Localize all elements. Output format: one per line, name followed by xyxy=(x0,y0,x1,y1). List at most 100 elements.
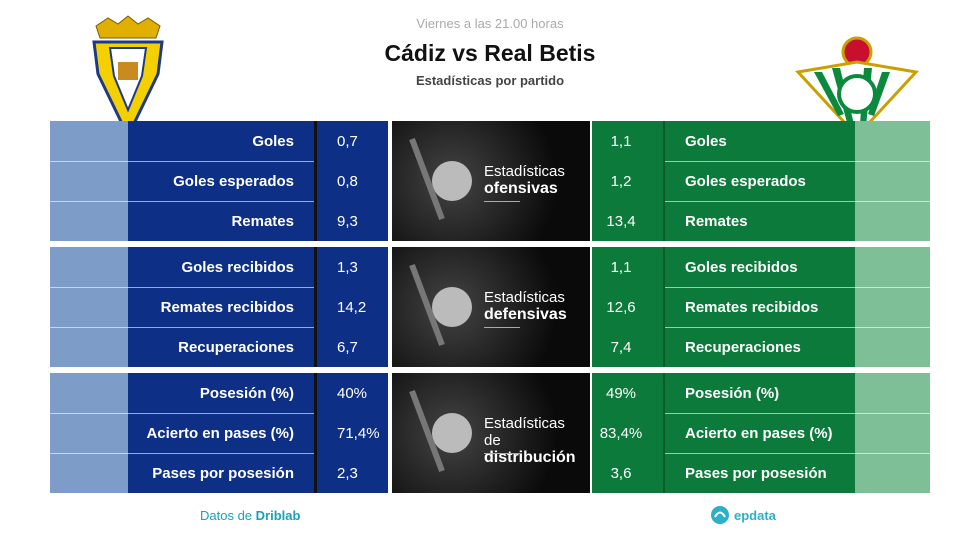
away-label-panel xyxy=(665,247,855,367)
home-value: 9,3 xyxy=(337,212,358,230)
section-icon-art xyxy=(409,389,472,473)
source-name: Driblab xyxy=(255,508,301,523)
away-value: 13,4 xyxy=(606,212,636,230)
section-rule xyxy=(484,453,520,454)
section-title: Estadísticas ofensivas xyxy=(484,163,584,197)
home-divider xyxy=(314,373,317,493)
home-value-panel xyxy=(317,373,388,493)
section-line2: defensivas xyxy=(484,306,567,323)
section-rule xyxy=(484,201,520,202)
home-label: Goles xyxy=(252,132,294,150)
away-value: 1,1 xyxy=(610,132,632,150)
source-prefix: Datos de xyxy=(200,508,253,523)
away-value: 49% xyxy=(605,384,637,402)
home-label-panel xyxy=(128,373,316,493)
row-rule xyxy=(50,327,128,328)
home-divider xyxy=(314,121,317,241)
home-value: 14,2 xyxy=(337,298,367,316)
home-value: 6,7 xyxy=(337,338,358,356)
away-value-panel xyxy=(592,247,663,367)
away-value: 83,4% xyxy=(599,424,643,442)
row-rule xyxy=(50,413,128,414)
home-label: Remates recibidos xyxy=(160,298,294,316)
away-label: Posesión (%) xyxy=(685,384,780,402)
brand-name: epdata xyxy=(734,507,776,523)
row-rule xyxy=(665,201,930,202)
away-label: Remates xyxy=(685,212,748,230)
away-label-panel xyxy=(665,373,855,493)
home-value: 2,3 xyxy=(337,464,358,482)
section-rule xyxy=(484,327,520,328)
away-strip xyxy=(855,121,930,241)
away-value-panel xyxy=(592,121,663,241)
away-crest xyxy=(795,36,919,138)
home-crest xyxy=(92,15,164,140)
section-line1: Estadísticas xyxy=(484,163,565,180)
row-rule xyxy=(50,161,128,162)
section-line2: ofensivas xyxy=(484,180,558,197)
away-value: 3,6 xyxy=(610,464,632,482)
away-label: Remates recibidos xyxy=(685,298,819,316)
row-rule xyxy=(50,201,128,202)
away-divider xyxy=(663,247,665,367)
away-label: Goles esperados xyxy=(685,172,806,190)
row-rule xyxy=(128,161,314,162)
section-title: Estadísticas defensivas xyxy=(484,289,584,323)
away-value-panel xyxy=(592,373,663,493)
row-rule xyxy=(128,453,314,454)
section-line2: distribución xyxy=(484,449,576,466)
row-rule xyxy=(50,453,128,454)
home-value: 40% xyxy=(337,384,368,402)
brand: epdata xyxy=(710,505,776,525)
home-value-panel xyxy=(317,247,388,367)
home-strip xyxy=(50,247,128,367)
row-rule xyxy=(665,287,930,288)
away-divider xyxy=(663,373,665,493)
home-label-panel xyxy=(128,121,316,241)
section-line1: Estadísticas xyxy=(484,289,565,306)
away-value: 1,2 xyxy=(610,172,632,190)
away-strip xyxy=(855,247,930,367)
section-icon-art xyxy=(409,137,472,221)
away-label: Goles recibidos xyxy=(685,258,798,276)
row-rule xyxy=(128,287,314,288)
row-rule xyxy=(665,453,930,454)
brand-icon xyxy=(711,506,729,524)
home-value: 71,4% xyxy=(337,424,380,442)
away-value: 12,6 xyxy=(606,298,636,316)
row-rule xyxy=(128,201,314,202)
home-label: Goles esperados xyxy=(173,172,294,190)
away-label: Recuperaciones xyxy=(685,338,801,356)
row-rule xyxy=(128,413,314,414)
section-icon xyxy=(402,129,482,233)
section-line1: Estadísticas de xyxy=(484,415,565,449)
away-divider xyxy=(663,121,665,241)
away-value: 1,1 xyxy=(610,258,632,276)
home-strip xyxy=(50,121,128,241)
away-label: Goles xyxy=(685,132,727,150)
home-label: Posesión (%) xyxy=(199,384,294,402)
row-rule xyxy=(665,413,930,414)
section-icon-art xyxy=(409,263,472,347)
source: Datos de Driblab xyxy=(200,508,300,523)
away-value: 7,4 xyxy=(610,338,632,356)
title: Cádiz vs Real Betis xyxy=(384,40,596,66)
home-value: 0,8 xyxy=(337,172,358,190)
away-label: Pases por posesión xyxy=(685,464,827,482)
row-rule xyxy=(665,161,930,162)
home-value-panel xyxy=(317,121,388,241)
home-value: 1,3 xyxy=(337,258,358,276)
row-rule xyxy=(128,327,314,328)
section-icon xyxy=(402,381,482,485)
home-value: 0,7 xyxy=(337,132,358,150)
home-label: Recuperaciones xyxy=(178,338,294,356)
row-rule xyxy=(665,327,930,328)
subtitle: Estadísticas por partido xyxy=(415,73,565,88)
home-label-panel xyxy=(128,247,316,367)
home-label: Acierto en pases (%) xyxy=(146,424,294,442)
kicker: Viernes a las 21.00 horas xyxy=(416,16,564,31)
row-rule xyxy=(50,287,128,288)
section-title: Estadísticas de distribución xyxy=(484,415,584,466)
home-label: Remates xyxy=(231,212,294,230)
home-label: Goles recibidos xyxy=(181,258,294,276)
